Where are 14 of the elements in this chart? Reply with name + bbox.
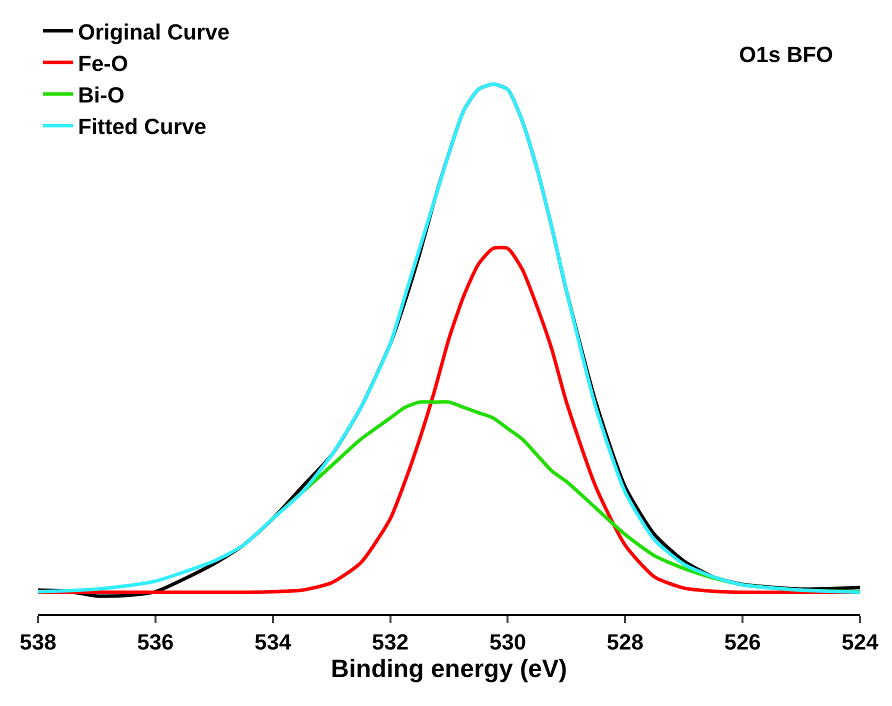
x-tick-label: 536	[137, 629, 174, 654]
x-tick-label: 530	[489, 629, 526, 654]
x-tick-label: 538	[20, 629, 56, 654]
x-tick-label: 532	[372, 629, 409, 654]
x-tick-label: 528	[606, 629, 644, 654]
x-tick-label: 524	[842, 629, 880, 654]
legend-label: Fitted Curve	[78, 114, 206, 140]
legend-label: Original Curve	[78, 19, 230, 44]
legend-label: Fe-O	[78, 50, 128, 76]
text: O1s BFO	[739, 42, 834, 67]
x-tick-label: 526	[724, 629, 761, 654]
x-axis-title: Binding energy (eV)	[330, 654, 568, 683]
x-tick-label: 534	[254, 629, 292, 654]
legend-label: Bi-O	[78, 82, 124, 108]
